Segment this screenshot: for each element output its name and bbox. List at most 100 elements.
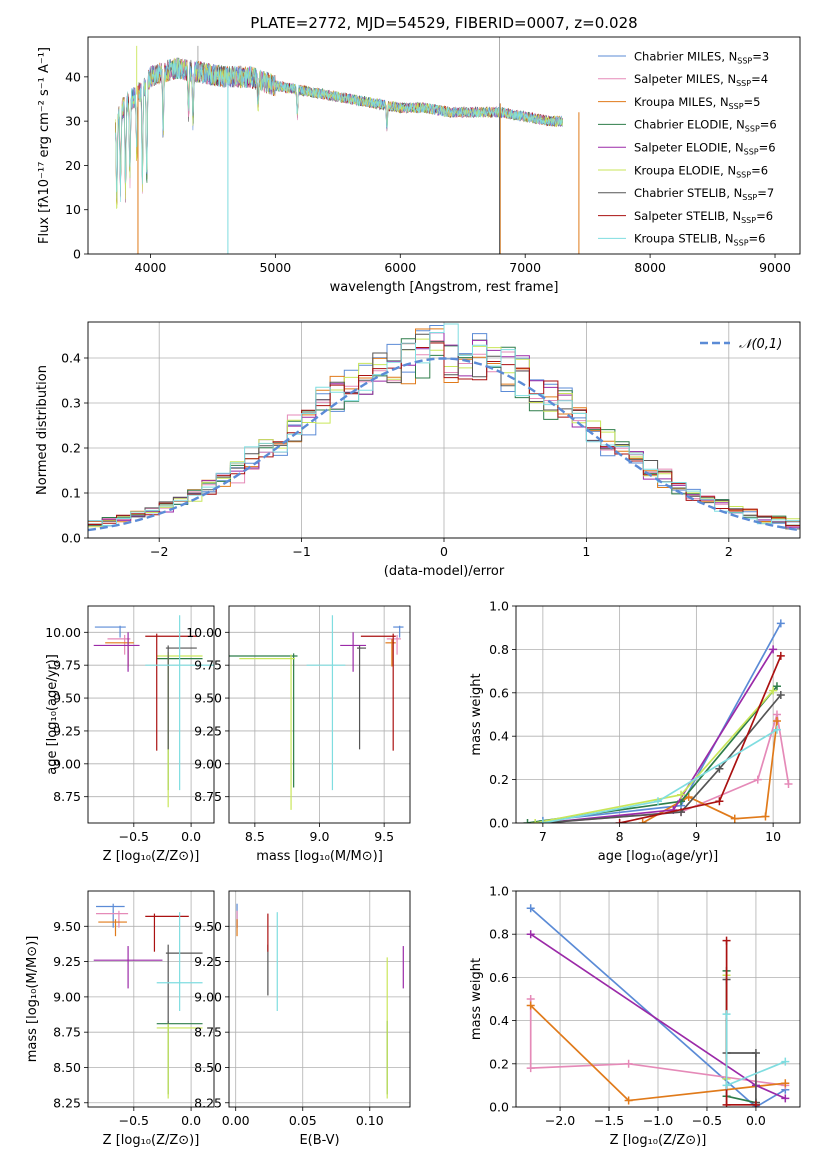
legend-entry-name: Salpeter STELIB, N <box>634 209 741 223</box>
panel-5: 7 8 9 10 0.0 0.2 0.4 0.6 0.8 1.0 age [log₁₀(age/yr… <box>469 599 801 864</box>
x-tick-label: −0.5 <box>119 1113 149 1128</box>
errorbar-point <box>96 910 129 928</box>
errorbar-point <box>229 653 298 788</box>
x-tick-label: 9.0 <box>310 829 330 844</box>
x-tick-label: 4000 <box>135 260 167 275</box>
x-tick-label: 2 <box>725 544 733 559</box>
mass-weight-marker <box>638 819 647 823</box>
plot-area <box>523 619 793 823</box>
plot-area <box>93 903 203 1099</box>
y-tick-label: 8.75 <box>194 1025 222 1040</box>
y-tick-label: 9.25 <box>194 723 222 738</box>
mass-weight-marker <box>715 764 724 773</box>
legend-entry-count: =5 <box>744 95 761 109</box>
y-tick-label: 8.50 <box>194 1060 222 1075</box>
x-tick-label: 0.0 <box>746 1113 766 1128</box>
y-tick-label: 1.0 <box>489 884 509 899</box>
mass-weight-marker <box>722 1100 731 1107</box>
plot-area <box>93 615 214 808</box>
x-tick-label: −2.0 <box>545 1113 575 1128</box>
x-tick-label: 5000 <box>259 260 291 275</box>
errorbar-point <box>107 634 131 655</box>
mass-weight-marker <box>751 1100 760 1107</box>
x-tick-label: 0.0 <box>181 1113 201 1128</box>
x-tick-label: 0.0 <box>181 829 201 844</box>
legend-entry: Salpeter ELODIE, NSSP=6 <box>634 141 776 157</box>
x-tick-label: 0.00 <box>222 1113 250 1128</box>
y-axis-label: mass [log₁₀(M/M⊙)] <box>25 936 40 1063</box>
y-tick-label: 9.00 <box>53 756 81 771</box>
legend-entry-count: =4 <box>751 72 768 86</box>
mass-weight-marker <box>781 1079 790 1088</box>
legend-entry-count: =7 <box>757 186 774 200</box>
plot-area <box>236 903 404 1099</box>
mass-weight-marker <box>615 819 624 823</box>
histogram-step <box>88 342 800 527</box>
errorbar-point <box>93 632 140 672</box>
legend-entry-name: Salpeter ELODIE, N <box>634 141 744 155</box>
mass-weight-marker <box>684 792 693 801</box>
y-tick-label: 0.2 <box>489 772 509 787</box>
mass-weight-line <box>619 655 782 823</box>
mass-weight-marker <box>722 1010 731 1019</box>
axes-frame <box>87 890 215 1108</box>
mass-weight-marker <box>781 1057 790 1066</box>
x-tick-label: 9000 <box>759 260 791 275</box>
y-tick-label: 0.0 <box>489 816 509 831</box>
y-tick-label: 0.2 <box>61 441 81 456</box>
errorbar-point <box>165 645 197 750</box>
legend-entry-sub: SSP <box>742 193 757 202</box>
x-axis-label: Z [log₁₀(Z/Z⊙)] <box>103 1133 200 1148</box>
mass-weight-line <box>542 728 778 823</box>
legend-entry-count: =6 <box>751 163 768 177</box>
legend-entry: Chabrier MILES, NSSP=3 <box>634 49 769 65</box>
y-tick-label: 0.2 <box>489 1056 509 1071</box>
y-tick-label: 30 <box>65 114 81 129</box>
x-tick-label: 10 <box>765 829 781 844</box>
errorbar-point <box>93 946 163 989</box>
x-axis-label: Z [log₁₀(Z/Z⊙)] <box>103 849 200 864</box>
legend-entry-name: Chabrier MILES, N <box>634 49 737 63</box>
mass-weight-marker <box>531 819 540 823</box>
y-tick-label: 0.4 <box>61 351 81 366</box>
y-tick-label: 0.6 <box>489 685 509 700</box>
x-tick-label: −1.0 <box>643 1113 673 1128</box>
legend-entry-name: Chabrier ELODIE, N <box>634 118 745 132</box>
mass-weight-marker <box>722 936 731 945</box>
mass-weight-line <box>542 694 782 823</box>
x-tick-label: 0 <box>440 544 448 559</box>
spectrum-line <box>115 58 563 196</box>
mass-weight-marker <box>776 619 785 628</box>
errorbar-point <box>393 625 404 638</box>
legend-entry: Chabrier STELIB, NSSP=7 <box>634 186 774 202</box>
x-tick-label: 8000 <box>634 260 666 275</box>
y-tick-label: 10 <box>65 202 81 217</box>
axes-frame <box>87 605 215 824</box>
legend-entry-sub: SSP <box>736 170 751 179</box>
mass-weight-marker <box>654 797 662 806</box>
x-axis-label: mass [log₁₀(M/M⊙)] <box>256 849 383 864</box>
mass-weight-marker <box>526 1064 535 1073</box>
y-tick-label: 8.75 <box>53 1025 81 1040</box>
chart-title: PLATE=2772, MJD=54529, FIBERID=0007, z=0… <box>250 14 637 32</box>
panel-1: 4000 5000 6000 7000 8000 9000 0 10 20 30 40 wavelen… <box>37 36 801 295</box>
mass-weight-marker <box>751 1049 760 1057</box>
y-tick-label: 9.50 <box>53 691 81 706</box>
mass-weight-marker <box>784 779 793 788</box>
mass-weight-marker <box>730 814 739 823</box>
legend-entry-sub: SSP <box>737 56 752 65</box>
errorbar-point <box>105 638 134 667</box>
errorbar-point <box>145 633 197 751</box>
legend-entry-name: Chabrier STELIB, N <box>634 186 742 200</box>
spectrum-line <box>115 57 563 203</box>
mass-weight-marker <box>772 725 781 734</box>
legend-entry-count: =6 <box>756 209 773 223</box>
x-tick-label: 6000 <box>384 260 416 275</box>
y-tick-label: 8.25 <box>194 1095 222 1110</box>
y-tick-label: 0.1 <box>61 486 81 501</box>
errorbar-point <box>385 638 396 667</box>
legend-entry: Kroupa STELIB, NSSP=6 <box>634 232 765 248</box>
legend-entry-name: Kroupa ELODIE, N <box>634 163 736 177</box>
y-tick-label: 9.00 <box>194 756 222 771</box>
plot-area <box>88 323 800 532</box>
